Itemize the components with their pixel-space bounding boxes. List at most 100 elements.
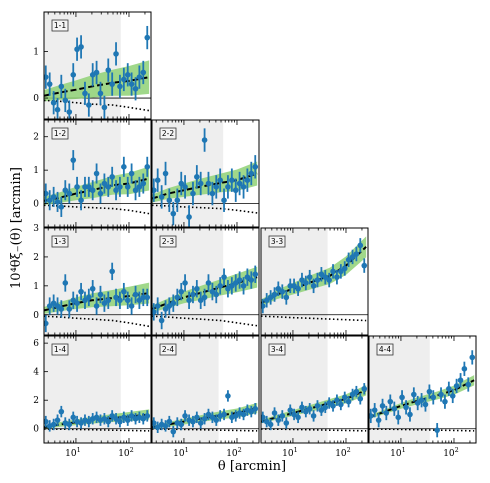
data-point — [349, 254, 356, 260]
data-point — [124, 72, 131, 78]
data-point — [93, 69, 100, 76]
minus-component-line — [44, 99, 150, 112]
data-point — [221, 197, 227, 204]
data-point — [82, 90, 88, 97]
panel-badge — [51, 343, 69, 356]
data-point — [194, 414, 200, 421]
data-point — [86, 102, 92, 108]
data-point — [154, 424, 161, 431]
data-point — [136, 297, 143, 304]
data-point — [113, 51, 119, 57]
panel-badge-label: 3-4 — [271, 345, 283, 354]
data-point — [341, 265, 348, 272]
data-point — [275, 285, 282, 292]
data-point — [105, 418, 112, 425]
data-point — [93, 414, 100, 421]
panel-badge-label: 1-2 — [54, 129, 66, 138]
data-point — [330, 268, 336, 275]
data-point — [314, 277, 321, 283]
data-point — [136, 74, 143, 80]
data-point — [205, 180, 212, 187]
data-point — [240, 283, 247, 289]
data-point — [152, 187, 157, 194]
data-point — [121, 414, 127, 421]
data-point — [229, 283, 235, 289]
data-point — [275, 417, 282, 423]
panel-3-3: 3-3 — [260, 227, 369, 336]
panel-frame — [43, 11, 152, 120]
data-point — [283, 294, 290, 301]
y-tick-label: 0 — [33, 94, 39, 104]
panel-badge-label: 1-3 — [54, 237, 66, 246]
y-tick-label: 6 — [33, 339, 39, 349]
data-point — [152, 309, 157, 315]
data-point — [124, 184, 131, 190]
data-point — [361, 262, 368, 269]
data-point — [97, 190, 104, 197]
minus-component-line — [44, 428, 150, 432]
data-point — [186, 214, 192, 220]
data-point — [201, 137, 208, 143]
panel-1-2: 0 1 2 1-2 — [33, 119, 152, 228]
data-point — [78, 44, 84, 50]
data-point — [144, 413, 151, 419]
data-point — [46, 303, 53, 309]
data-point — [154, 303, 161, 309]
data-point — [54, 199, 61, 205]
panel-1-1: 0 1 1-1 — [33, 11, 152, 120]
data-point — [132, 187, 139, 194]
data-point — [221, 274, 227, 280]
data-point — [78, 197, 84, 204]
data-point — [54, 417, 61, 423]
panel-frame — [260, 227, 369, 336]
data-point — [144, 34, 151, 41]
data-point — [113, 187, 119, 194]
data-point — [353, 251, 360, 257]
x-tick-label: 101 — [65, 446, 81, 459]
panel-badge-label: 2-2 — [162, 129, 174, 138]
panel-badge — [51, 127, 69, 140]
data-point — [109, 268, 115, 275]
minus-component-line — [152, 315, 258, 327]
data-point — [318, 407, 325, 413]
data-point — [121, 288, 127, 295]
y-tick-label: 1 — [33, 48, 39, 58]
panel-badge-label: 4-4 — [379, 345, 391, 354]
panel-1-4: 101 102 0 2 4 6 1-4 — [33, 335, 152, 459]
data-point — [295, 414, 301, 421]
data-point — [338, 401, 344, 408]
panel-badge — [159, 343, 177, 356]
data-point — [252, 405, 259, 412]
data-point — [326, 400, 332, 406]
data-point — [261, 303, 266, 309]
data-point — [128, 81, 135, 87]
data-point — [86, 418, 92, 425]
data-point — [263, 297, 270, 304]
data-point — [217, 177, 223, 183]
data-point — [132, 85, 139, 92]
minus-component-line — [44, 204, 150, 215]
data-point — [50, 300, 57, 306]
data-point — [225, 285, 231, 292]
data-point — [248, 408, 255, 415]
data-point — [121, 164, 127, 170]
data-point — [225, 184, 231, 190]
x-tick-label: 101 — [173, 446, 189, 459]
data-point — [105, 297, 112, 304]
data-point — [152, 420, 157, 426]
panel-badge — [51, 19, 69, 32]
data-point — [434, 427, 440, 433]
panel-badge-label: 2-3 — [162, 237, 174, 246]
data-point — [117, 83, 123, 90]
panel-badge — [159, 127, 177, 140]
data-point — [44, 418, 49, 425]
data-point — [178, 421, 185, 428]
data-point — [121, 76, 127, 83]
data-point — [446, 385, 452, 392]
y-tick-label: 2 — [33, 253, 39, 263]
data-point — [166, 197, 173, 204]
model-line — [44, 292, 150, 312]
x-tick-label: 102 — [118, 446, 134, 459]
data-point — [89, 285, 96, 292]
